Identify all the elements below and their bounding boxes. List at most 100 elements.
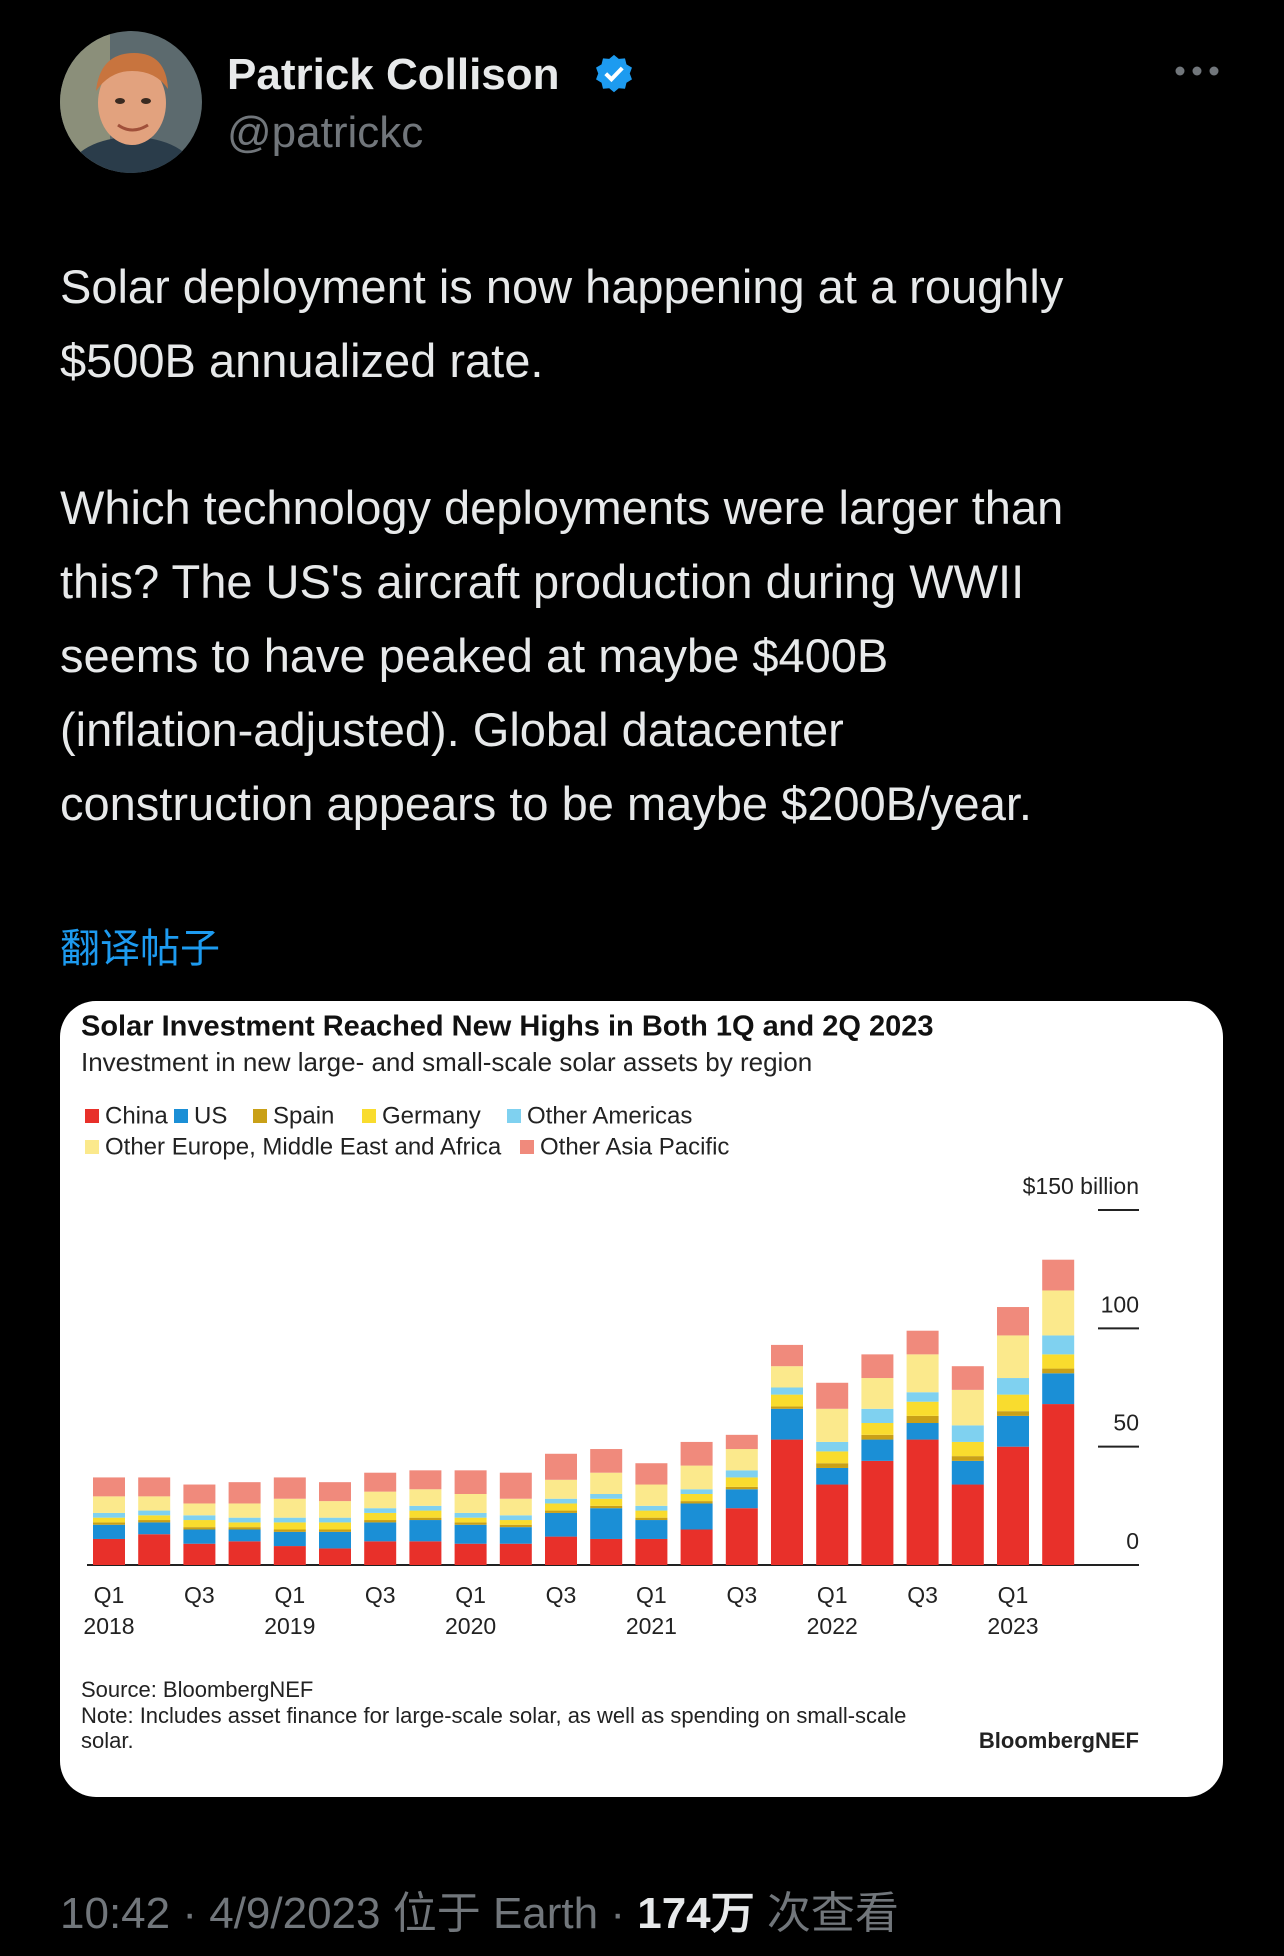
bar-segment xyxy=(409,1510,442,1518)
bar-segment xyxy=(499,1515,532,1521)
legend-swatch xyxy=(507,1109,521,1123)
bar-segment xyxy=(906,1439,939,1565)
avatar[interactable] xyxy=(60,31,202,173)
bar-segment xyxy=(771,1406,803,1409)
bar-segment xyxy=(906,1423,939,1440)
bar-segment xyxy=(680,1503,713,1530)
bar-segment xyxy=(228,1529,261,1542)
brand: BloombergNEF xyxy=(979,1728,1139,1753)
y-tick-label: 100 xyxy=(1101,1291,1139,1317)
bar-segment xyxy=(725,1477,758,1487)
bar-segment xyxy=(409,1489,442,1506)
bar-segment xyxy=(635,1484,668,1506)
bar-segment xyxy=(725,1470,758,1478)
bar-segment xyxy=(816,1408,849,1442)
bar-segment xyxy=(319,1531,351,1549)
bar-segment xyxy=(409,1541,442,1565)
bar-segment xyxy=(364,1541,397,1565)
bar-segment xyxy=(364,1472,397,1492)
bar-segment xyxy=(680,1494,713,1502)
bar-segment xyxy=(409,1517,442,1521)
bar-segment xyxy=(816,1463,849,1468)
bar-segment xyxy=(319,1548,351,1565)
tweet-text-line: this? The US's aircraft production durin… xyxy=(60,555,1025,608)
bar-segment xyxy=(771,1394,803,1407)
bar-segment xyxy=(951,1441,984,1457)
legend-swatch xyxy=(362,1109,376,1123)
bar-segment xyxy=(997,1394,1029,1412)
more-menu[interactable] xyxy=(1174,62,1220,80)
location: 位于 Earth xyxy=(392,1889,599,1938)
bar-segment xyxy=(183,1527,216,1530)
bar-segment xyxy=(861,1408,894,1423)
tweet-text-line: (inflation-adjusted). Global datacenter xyxy=(60,703,844,756)
verified-badge xyxy=(596,54,632,93)
bar-segment xyxy=(725,1449,758,1471)
bar-segment xyxy=(93,1496,125,1513)
bar-segment xyxy=(861,1378,894,1409)
translate-link[interactable]: 翻译帖子 xyxy=(60,927,220,971)
bar-segment xyxy=(771,1366,803,1388)
bar-segment xyxy=(183,1484,216,1504)
bar-segment xyxy=(1042,1368,1075,1374)
bar-segment xyxy=(409,1505,442,1511)
bar-segment xyxy=(951,1366,984,1390)
bar-segment xyxy=(725,1508,758,1565)
bar-segment xyxy=(273,1522,306,1530)
tweet-text-line: $500B annualized rate. xyxy=(60,334,544,387)
bar-segment xyxy=(1042,1404,1075,1565)
x-tick-label: Q1 xyxy=(817,1582,848,1608)
legend-label: US xyxy=(194,1102,227,1129)
bar-segment xyxy=(138,1496,171,1511)
chart-subtitle: Investment in new large- and small-scale… xyxy=(81,1047,812,1077)
bar-segment xyxy=(635,1510,668,1518)
note-line: Note: Includes asset finance for large-s… xyxy=(81,1703,906,1728)
bar-segment xyxy=(228,1522,261,1528)
chart-card[interactable]: Solar Investment Reached New Highs in Bo… xyxy=(60,1001,1223,1797)
legend-label: Spain xyxy=(273,1102,334,1129)
y-tick-label: 50 xyxy=(1113,1410,1139,1436)
bar-segment xyxy=(228,1527,261,1530)
bar-segment xyxy=(680,1501,713,1504)
bar-segment xyxy=(590,1472,623,1494)
handle[interactable]: @patrickc xyxy=(227,108,424,157)
bar-segment xyxy=(273,1531,306,1547)
x-year-label: 2021 xyxy=(626,1613,677,1639)
bar-segment xyxy=(997,1307,1029,1336)
x-year-label: 2018 xyxy=(83,1613,134,1639)
bar-segment xyxy=(771,1387,803,1395)
tweet-text-line: Solar deployment is now happening at a r… xyxy=(60,260,1064,313)
bar-segment xyxy=(771,1439,803,1565)
bar-segment xyxy=(861,1354,894,1379)
bar-segment xyxy=(93,1524,125,1539)
bar-segment xyxy=(997,1335,1029,1379)
bar-segment xyxy=(319,1529,351,1532)
time[interactable]: 10:42 xyxy=(60,1889,171,1938)
bar-segment xyxy=(364,1491,397,1509)
bar-segment xyxy=(138,1522,171,1535)
bar-segment xyxy=(635,1538,668,1565)
date[interactable]: 4/9/2023 xyxy=(209,1889,381,1938)
bar-segment xyxy=(319,1482,351,1502)
author-name[interactable]: Patrick Collison xyxy=(227,50,560,99)
bar-segment xyxy=(771,1408,803,1440)
tweet-text-line: Which technology deployments were larger… xyxy=(60,481,1064,534)
bar-segment xyxy=(228,1541,261,1565)
y-tick-label: 0 xyxy=(1126,1528,1139,1554)
bar-segment xyxy=(273,1517,306,1523)
bar-segment xyxy=(635,1517,668,1521)
legend-swatch xyxy=(253,1109,267,1123)
bar-segment xyxy=(454,1524,487,1544)
bar-segment xyxy=(183,1503,216,1516)
bar-segment xyxy=(590,1494,623,1499)
bar-segment xyxy=(545,1536,577,1565)
bar-segment xyxy=(545,1479,577,1499)
bar-segment xyxy=(590,1505,623,1509)
bar-segment xyxy=(545,1503,577,1511)
x-tick-label: Q1 xyxy=(274,1582,305,1608)
bar-segment xyxy=(93,1517,125,1523)
bar-segment xyxy=(364,1512,397,1521)
bar-segment xyxy=(680,1465,713,1490)
bar-segment xyxy=(273,1529,306,1532)
bar-segment xyxy=(680,1529,713,1565)
